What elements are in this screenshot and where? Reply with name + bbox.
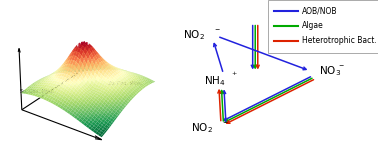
Text: Org N: Org N <box>268 13 296 23</box>
Text: $\mathregular{NO_2}$: $\mathregular{NO_2}$ <box>183 28 204 42</box>
Text: $\mathregular{^-}$: $\mathregular{^-}$ <box>337 62 345 71</box>
Text: $\mathregular{NH_4}$: $\mathregular{NH_4}$ <box>204 75 226 88</box>
FancyBboxPatch shape <box>268 0 378 53</box>
Text: $\mathregular{^+}$: $\mathregular{^+}$ <box>230 71 238 80</box>
Text: $\mathregular{^-}$: $\mathregular{^-}$ <box>222 119 229 128</box>
Text: AOB/NOB: AOB/NOB <box>302 6 337 15</box>
Text: $\mathregular{NO_3}$: $\mathregular{NO_3}$ <box>319 64 341 78</box>
Text: Heterotrophic Bact.: Heterotrophic Bact. <box>302 36 376 45</box>
Text: Algae: Algae <box>302 21 324 30</box>
Text: $\mathregular{NO_2}$: $\mathregular{NO_2}$ <box>191 121 213 135</box>
Text: $\mathregular{^-}$: $\mathregular{^-}$ <box>213 26 221 35</box>
